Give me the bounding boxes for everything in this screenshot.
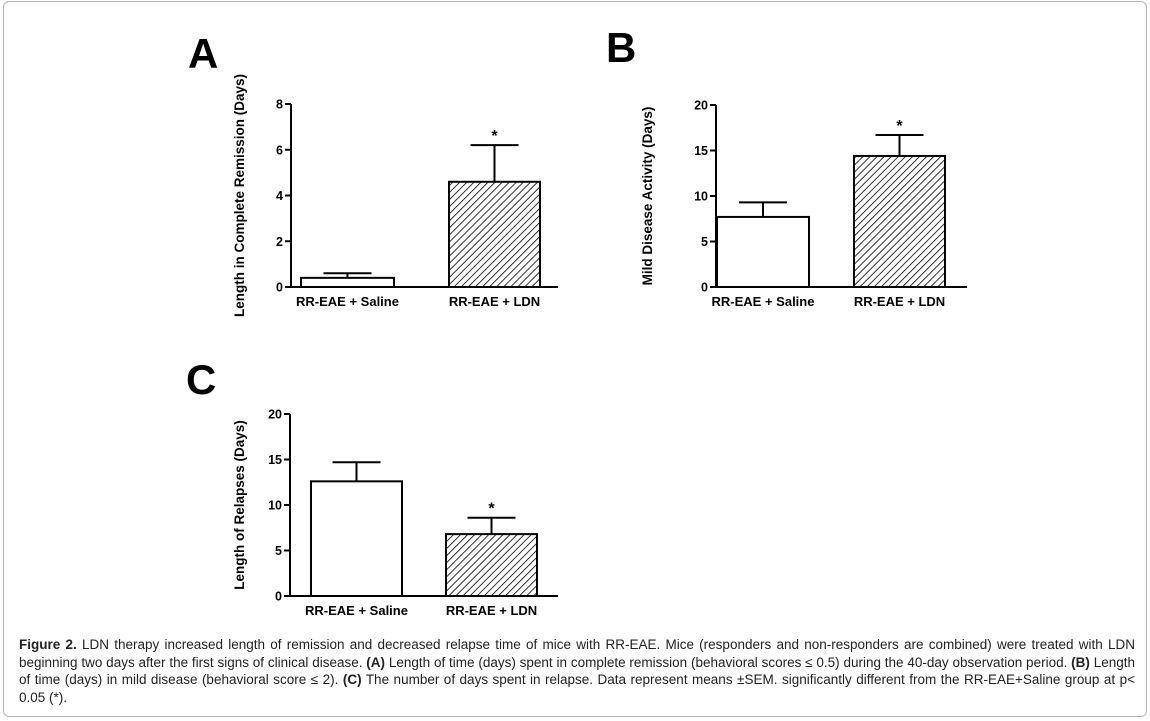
bar-b-1 (716, 215, 810, 288)
y-tick-label-b: 5 (701, 235, 708, 249)
category-label-b-1: RR-EAE + Saline (712, 294, 815, 309)
caption-text-1: LDN therapy increased length of remissio… (19, 637, 1135, 670)
panel-letter-b: B (606, 24, 636, 71)
category-label-a-2: RR-EAE + LDN (449, 294, 540, 309)
bar-c-2 (445, 533, 538, 597)
panel-a-chart: A Length in Complete Remission (Days) 0 2 4 6… (188, 30, 558, 317)
category-label-c-2: RR-EAE + LDN (446, 603, 537, 618)
significance-marker-b: * (896, 118, 903, 135)
y-axis-label-b: Mild Disease Activity (Days) (640, 107, 655, 286)
figure-caption: Figure 2. LDN therapy increased length o… (19, 636, 1135, 706)
panel-letter-c: C (186, 356, 216, 403)
panel-b-chart: B Mild Disease Activity (Days) 0 5 10 15 20 RR-… (606, 24, 967, 309)
caption-ref-b: (B) (1071, 654, 1090, 670)
significance-marker-a: * (491, 128, 498, 145)
y-axis-label-c: Length of Relapses (Days) (232, 420, 247, 590)
figure-frame (3, 1, 1147, 717)
y-tick-label-c: 0 (275, 590, 282, 604)
caption-ref-c: (C) (342, 672, 362, 687)
y-tick-label-b: 10 (694, 190, 708, 204)
y-tick-label-a: 2 (276, 235, 283, 249)
y-tick-label-b: 0 (701, 281, 708, 295)
category-label-b-2: RR-EAE + LDN (854, 294, 945, 309)
y-tick-label-b: 20 (694, 99, 708, 113)
caption-text-3: Length of time (days) in mild disease (b… (19, 654, 1136, 688)
y-tick-label-a: 6 (276, 143, 283, 157)
y-tick-label-c: 20 (268, 408, 282, 422)
y-tick-label-c: 5 (275, 544, 282, 558)
bar-b-2 (853, 154, 946, 288)
caption-text-2: Length of time (days) spent in complete … (385, 654, 1072, 670)
panel-letter-a: A (188, 30, 218, 77)
bar-a-2 (448, 180, 541, 288)
significance-marker-c: * (488, 501, 495, 518)
category-label-a-1: RR-EAE + Saline (296, 294, 399, 309)
caption-ref-a: (A) (366, 654, 386, 670)
y-tick-label-b: 15 (694, 144, 708, 158)
y-tick-label-a: 0 (276, 281, 283, 295)
panel-c-chart: C Length of Relapses (Days) 0 5 10 15 20 RR-EAE… (186, 356, 558, 618)
category-label-c-1: RR-EAE + Saline (305, 603, 408, 618)
y-tick-label-c: 10 (268, 499, 282, 513)
bar-a-1 (300, 276, 395, 289)
y-axis-label-a: Length in Complete Remission (Days) (232, 74, 247, 317)
caption-label: Figure 2. (19, 637, 77, 652)
caption-text-4: The number of days spent in relapse. Dat… (19, 672, 1135, 705)
y-tick-label-a: 4 (276, 189, 283, 203)
y-tick-label-c: 15 (268, 453, 282, 467)
y-tick-label-a: 8 (276, 98, 283, 112)
bar-c-1 (310, 480, 403, 597)
